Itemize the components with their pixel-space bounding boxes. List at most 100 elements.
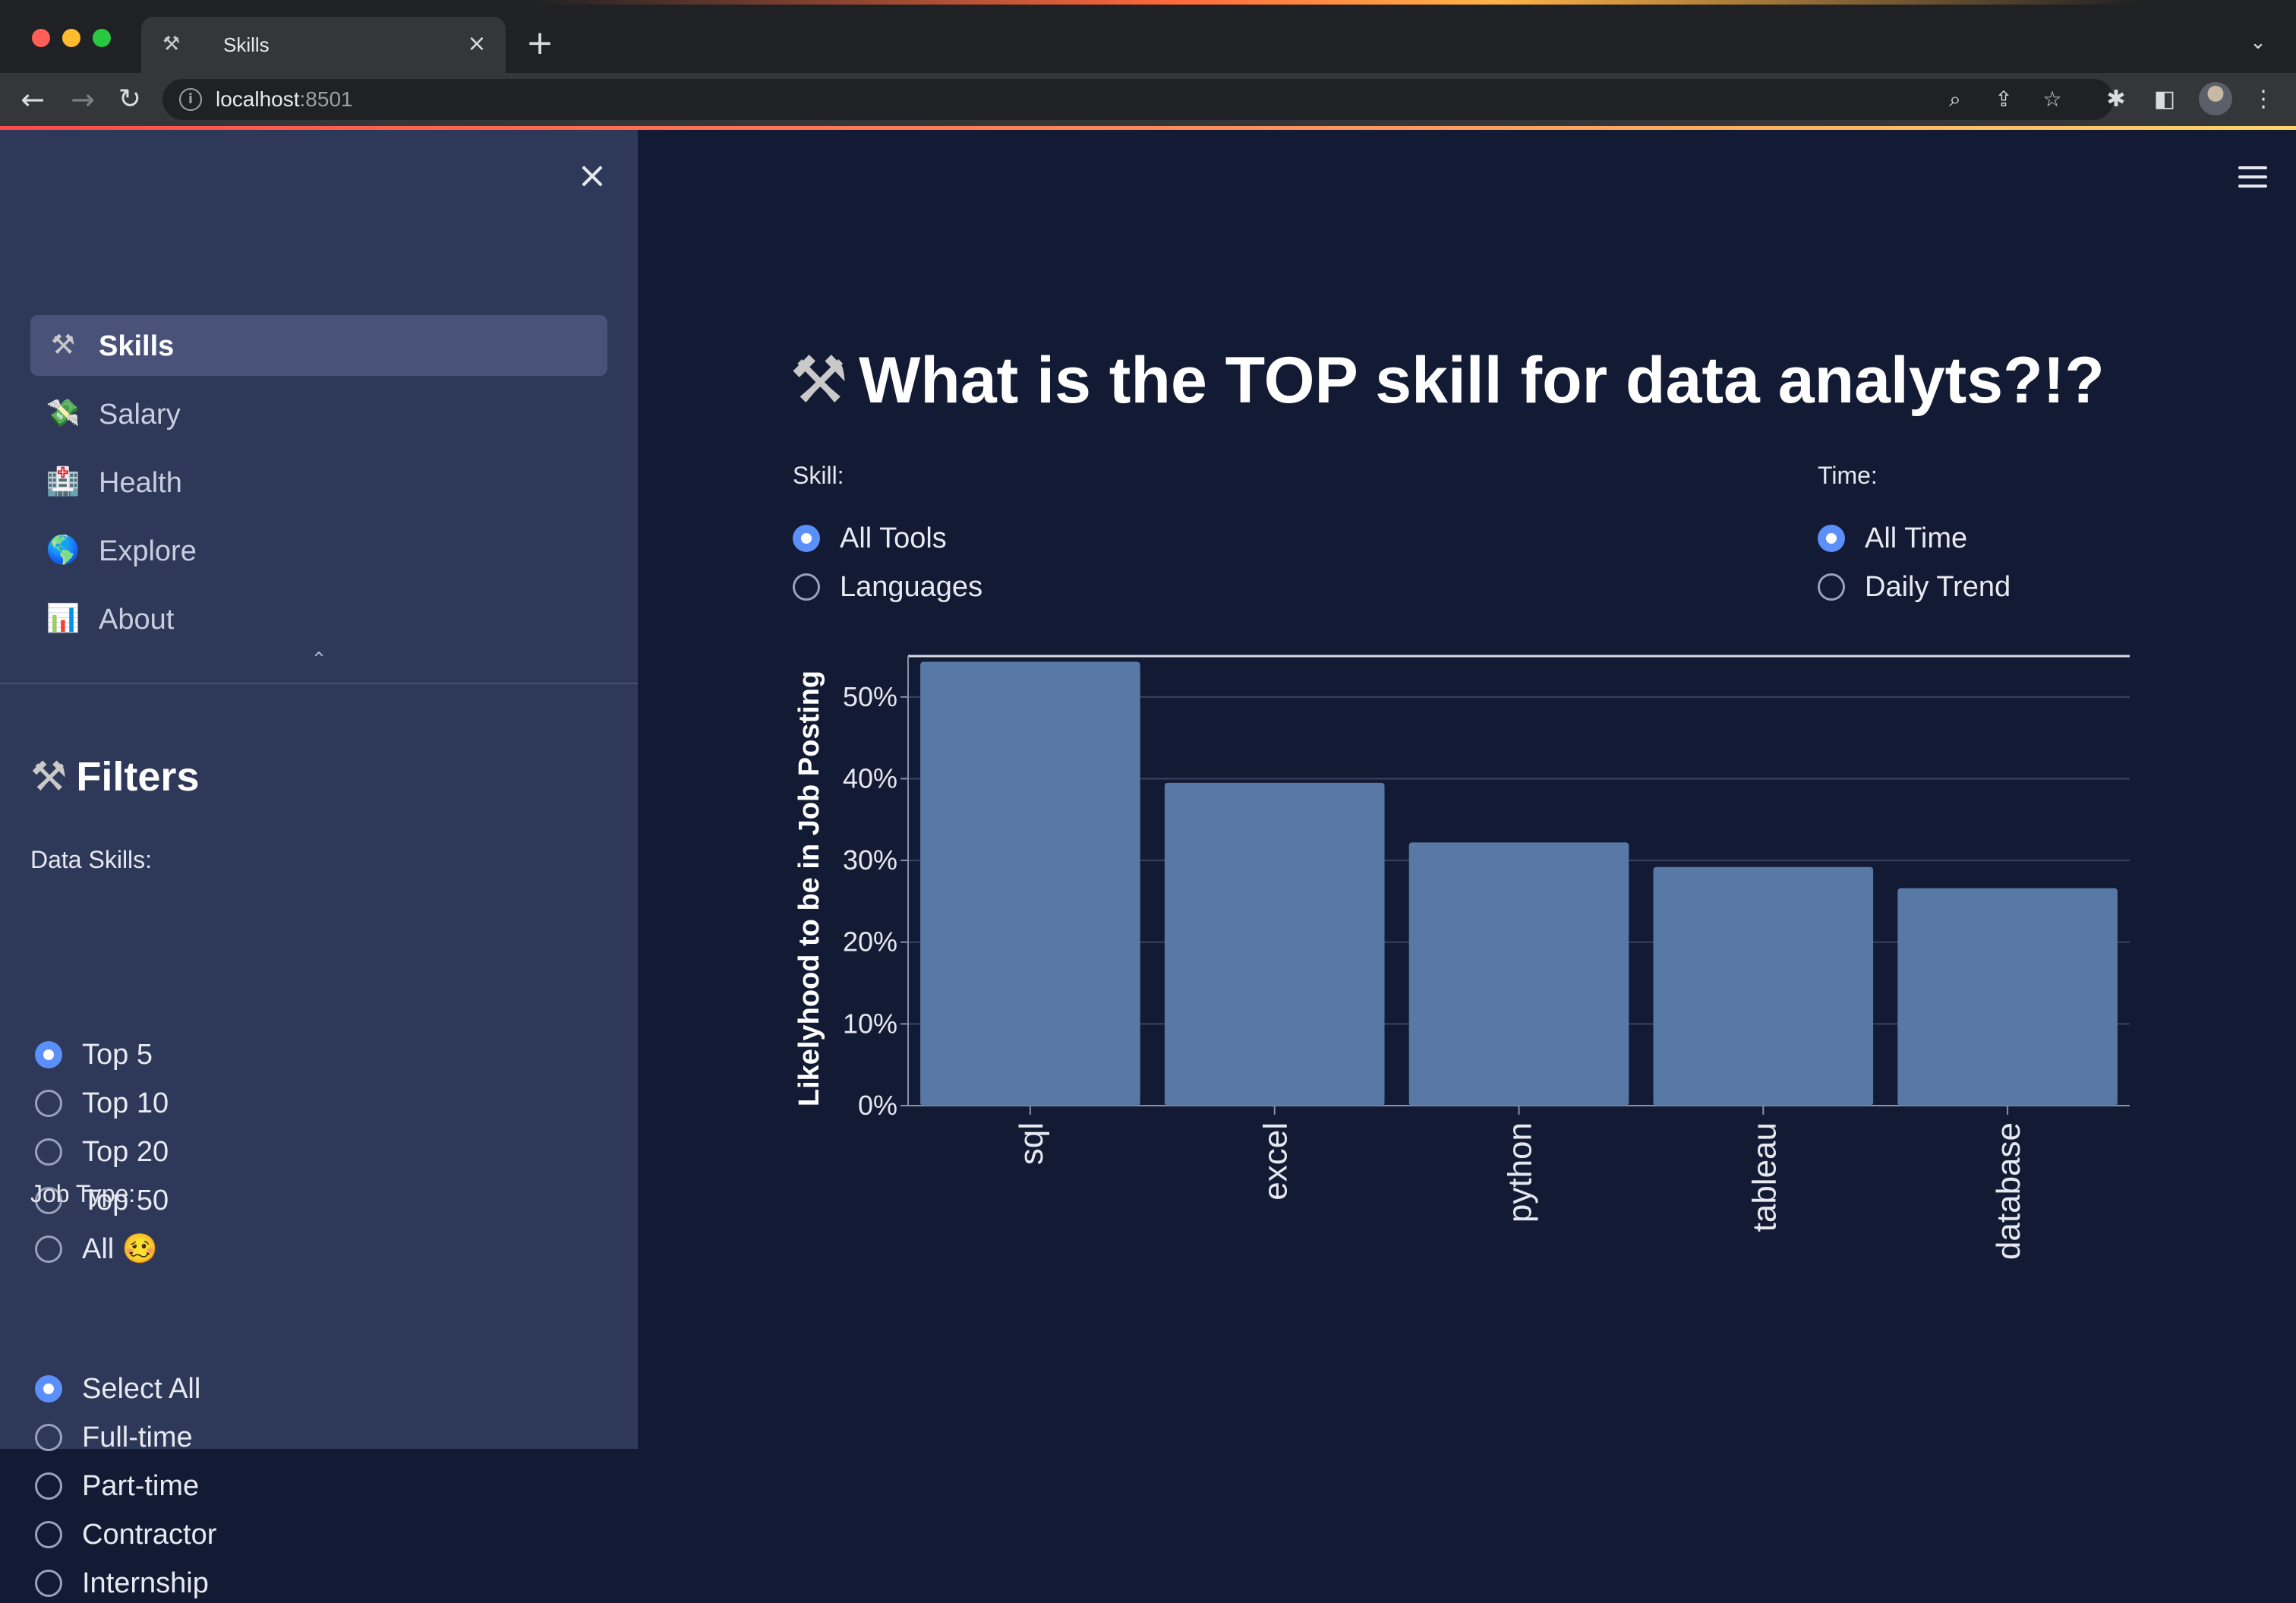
sidebar-item-health[interactable]: 🏥 Health xyxy=(30,452,607,513)
hammer-and-pick-icon: ⚒ xyxy=(50,330,76,361)
hammer-and-pick-icon: ⚒ xyxy=(790,342,849,418)
x-tick-label-tableau: tableau xyxy=(1746,1122,1783,1232)
x-tick-label-python: python xyxy=(1502,1122,1539,1223)
radio-label: Full-time xyxy=(82,1422,193,1453)
sidebar-item-skills[interactable]: ⚒ Skills xyxy=(30,315,607,376)
bookmark-star-icon[interactable]: ☆ xyxy=(2042,87,2062,112)
radio-button[interactable] xyxy=(35,1090,62,1117)
hammer-and-pick-icon: ⚒ xyxy=(162,33,181,55)
radio-button[interactable] xyxy=(35,1521,62,1548)
chevron-up-icon[interactable]: ⌃ xyxy=(311,648,327,671)
zoom-icon[interactable]: ⌕ xyxy=(1949,87,1961,112)
job-type-option-full-time[interactable]: Full-time xyxy=(35,1415,490,1457)
minimize-window-button[interactable] xyxy=(62,29,80,47)
sidebar-item-label: Explore xyxy=(99,535,197,567)
skill-option-languages[interactable]: Languages xyxy=(793,564,1248,607)
sidebar-item-label: About xyxy=(99,604,175,636)
hammer-and-pick-icon: ⚒ xyxy=(30,753,68,800)
new-tab-button[interactable]: + xyxy=(525,24,554,62)
share-icon[interactable]: ⇪ xyxy=(1995,87,2013,112)
address-bar[interactable]: i localhost:8501 ⌕ ⇪ ☆ xyxy=(162,79,2114,120)
y-tick-label: 10% xyxy=(843,1008,897,1039)
time-option-daily-trend[interactable]: Daily Trend xyxy=(1818,564,2273,607)
bar-python xyxy=(1408,842,1629,1106)
data-skills-option-top-5[interactable]: Top 5 xyxy=(35,1032,490,1074)
job-type-option-contractor[interactable]: Contractor xyxy=(35,1512,490,1554)
radio-button[interactable] xyxy=(35,1472,62,1500)
page-title: ⚒ What is the TOP skill for data analyts?… xyxy=(790,342,2105,418)
data-skills-option-all[interactable]: All 🥴 xyxy=(35,1226,490,1269)
radio-label: Daily Trend xyxy=(1865,571,2011,603)
sidebar-item-label: Health xyxy=(99,467,182,499)
radio-button[interactable] xyxy=(1818,525,1845,552)
x-tick-label-sql: sql xyxy=(1013,1122,1050,1165)
radio-button[interactable] xyxy=(793,525,820,552)
job-type-option-part-time[interactable]: Part-time xyxy=(35,1463,490,1506)
sidebar-item-salary[interactable]: 💸 Salary xyxy=(30,383,607,444)
radio-label: All 🥴 xyxy=(82,1233,159,1265)
sidebar-divider xyxy=(0,683,638,684)
chevron-down-icon[interactable]: ⌄ xyxy=(2250,31,2266,54)
bar-excel xyxy=(1164,782,1385,1106)
time-option-all-time[interactable]: All Time xyxy=(1818,516,2273,558)
y-tick-label: 30% xyxy=(843,844,897,876)
hospital-icon: 🏥 xyxy=(46,466,80,497)
radio-label: Select All xyxy=(82,1373,201,1405)
sidebar: × ⚒ Skills 💸 Salary 🏥 Health 🌎 Explore 📊… xyxy=(0,130,638,1599)
data-skills-option-top-20[interactable]: Top 20 xyxy=(35,1129,490,1172)
profile-avatar[interactable] xyxy=(2199,82,2232,115)
radio-label: Part-time xyxy=(82,1470,200,1502)
radio-button[interactable] xyxy=(35,1041,62,1068)
radio-button[interactable] xyxy=(35,1570,62,1597)
job-type-option-internship[interactable]: Internship xyxy=(35,1560,490,1603)
sidebar-item-about[interactable]: 📊 About xyxy=(30,589,607,649)
time-label: Time: xyxy=(1818,462,1878,489)
radio-label: Top 10 xyxy=(82,1087,169,1119)
back-arrow-icon[interactable]: ← xyxy=(20,83,45,116)
bar-tableau xyxy=(1653,866,1874,1106)
data-skills-option-top-10[interactable]: Top 10 xyxy=(35,1081,490,1123)
radio-button[interactable] xyxy=(35,1235,62,1263)
radio-label: All Time xyxy=(1865,522,1968,554)
radio-label: Top 20 xyxy=(82,1136,169,1168)
radio-label: Internship xyxy=(82,1567,209,1599)
close-window-button[interactable] xyxy=(32,29,50,47)
tab-close-icon[interactable]: × xyxy=(467,30,487,57)
extensions-puzzle-icon[interactable]: ✱ xyxy=(2106,86,2126,112)
y-tick-label: 20% xyxy=(843,926,897,958)
y-axis-title: Likelyhood to be in Job Posting xyxy=(793,671,825,1106)
tab-strip: ⚒ Skills × + ⌄ xyxy=(0,0,2296,73)
reload-icon[interactable]: ↻ xyxy=(118,84,142,115)
loading-accent xyxy=(531,0,2141,5)
tab-title: Skills xyxy=(223,33,270,56)
side-panel-icon[interactable]: ◧ xyxy=(2153,86,2176,112)
forward-arrow-icon[interactable]: → xyxy=(71,83,95,116)
radio-label: Top 50 xyxy=(82,1185,169,1216)
skills-bar-chart: 0% 10% 20% 30% 40% 50% sql excel python tableau da… xyxy=(793,655,2130,1260)
globe-icon: 🌎 xyxy=(46,535,80,566)
y-tick-label: 40% xyxy=(843,762,897,794)
zoom-window-button[interactable] xyxy=(93,29,111,47)
skill-label: Skill: xyxy=(793,462,844,489)
close-sidebar-icon[interactable]: × xyxy=(576,154,608,197)
browser-chrome: ⚒ Skills × + ⌄ ← → ↻ i localhost:8501 ⌕ … xyxy=(0,0,2296,130)
radio-button[interactable] xyxy=(35,1138,62,1166)
radio-button[interactable] xyxy=(35,1375,62,1403)
sidebar-item-explore[interactable]: 🌎 Explore xyxy=(30,520,607,581)
bar-chart-icon: 📊 xyxy=(46,603,80,634)
hamburger-menu-icon[interactable] xyxy=(2235,162,2272,192)
filters-heading: ⚒ Filters xyxy=(30,753,200,800)
info-icon[interactable]: i xyxy=(179,88,202,111)
radio-button[interactable] xyxy=(1818,573,1845,601)
data-skills-option-top-50[interactable]: Top 50 xyxy=(35,1178,490,1220)
radio-button[interactable] xyxy=(793,573,820,601)
kebab-menu-icon[interactable]: ⋮ xyxy=(2252,86,2275,112)
job-type-option-select-all[interactable]: Select All xyxy=(35,1366,490,1409)
radio-button[interactable] xyxy=(35,1187,62,1214)
radio-label: Contractor xyxy=(82,1519,217,1551)
url-text[interactable]: localhost:8501 xyxy=(216,87,353,111)
browser-tab[interactable]: ⚒ Skills × xyxy=(141,17,506,73)
radio-button[interactable] xyxy=(35,1424,62,1451)
browser-toolbar: ← → ↻ i localhost:8501 ⌕ ⇪ ☆ ✱ ◧ ⋮ xyxy=(0,73,2296,126)
skill-option-all-tools[interactable]: All Tools xyxy=(793,516,1248,558)
